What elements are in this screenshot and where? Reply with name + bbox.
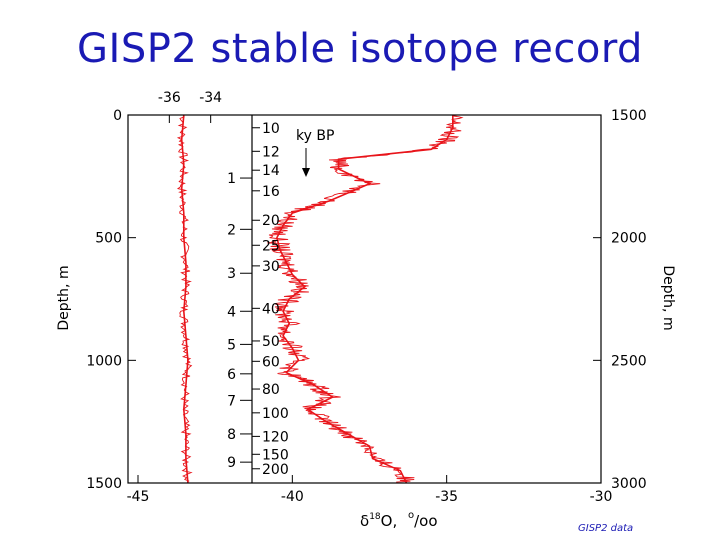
inner-right-tick-label: 50 bbox=[262, 334, 280, 350]
inner-right-tick-label: 12 bbox=[262, 144, 280, 160]
y-axis-right-label: Depth, m bbox=[660, 265, 676, 330]
chart-ticks: 0 500 1000 1500 1500 2000 2500 3000 -45 -40 -35 -30… bbox=[86, 90, 646, 505]
y-axis-left-label: Depth, m bbox=[56, 265, 72, 330]
source-note: GISP2 data bbox=[578, 523, 634, 534]
inner-left-tick-label: 8 bbox=[227, 427, 236, 443]
inner-right-tick-label: 25 bbox=[262, 238, 280, 254]
inner-right-tick-label: 16 bbox=[262, 184, 280, 200]
x-bottom-tick-label: -45 bbox=[127, 489, 150, 505]
ky-bp-arrow-label: ky BP bbox=[296, 128, 334, 144]
y-left-tick-label: 1000 bbox=[86, 353, 122, 369]
holocene-series-line bbox=[180, 114, 189, 484]
x-top-tick-label: -34 bbox=[199, 90, 222, 106]
inner-left-tick-label: 4 bbox=[227, 304, 236, 320]
y-left-tick-label: 1500 bbox=[86, 476, 122, 492]
chart-series bbox=[176, 114, 464, 484]
inner-right-tick-label: 20 bbox=[262, 213, 280, 229]
inner-left-tick-label: 7 bbox=[227, 393, 236, 409]
y-right-tick-label: 1500 bbox=[611, 108, 647, 124]
slide-title: GISP2 stable isotope record bbox=[77, 26, 643, 72]
y-left-tick-label: 500 bbox=[95, 231, 122, 247]
glacial-series-detail bbox=[267, 114, 464, 483]
chart-frame bbox=[127, 114, 602, 484]
inner-right-tick-label: 14 bbox=[262, 163, 280, 179]
inner-right-tick-label: 10 bbox=[262, 121, 280, 137]
holocene-series-detail bbox=[176, 114, 193, 482]
y-right-tick-label: 2500 bbox=[611, 353, 647, 369]
inner-right-tick-label: 120 bbox=[262, 429, 289, 445]
inner-left-tick-label: 9 bbox=[227, 455, 236, 471]
inner-right-tick-label: 200 bbox=[262, 462, 289, 478]
inner-right-tick-label: 40 bbox=[262, 301, 280, 317]
inner-right-tick-label: 150 bbox=[262, 447, 289, 463]
x-bottom-tick-label: -30 bbox=[590, 489, 613, 505]
inner-left-tick-label: 1 bbox=[227, 171, 236, 187]
inner-left-tick-label: 2 bbox=[227, 222, 236, 238]
inner-left-tick-label: 6 bbox=[227, 367, 236, 383]
x-bottom-tick-label: -40 bbox=[281, 489, 304, 505]
svg-text:δ18O, o/oo: δ18O, o/oo bbox=[360, 510, 438, 530]
inner-left-tick-label: 3 bbox=[227, 266, 236, 282]
inner-left-tick-label: 5 bbox=[227, 337, 236, 353]
x-bottom-tick-label: -35 bbox=[435, 489, 458, 505]
plot-frame bbox=[127, 114, 602, 484]
y-left-tick-label: 0 bbox=[113, 108, 122, 124]
inner-right-tick-label: 60 bbox=[262, 354, 280, 370]
y-right-tick-label: 3000 bbox=[611, 476, 647, 492]
y-right-tick-label: 2000 bbox=[611, 231, 647, 247]
inner-right-tick-label: 80 bbox=[262, 382, 280, 398]
x-top-tick-label: -36 bbox=[158, 90, 181, 106]
x-axis-title: δ18O, o/oo bbox=[360, 510, 438, 530]
inner-right-tick-label: 30 bbox=[262, 259, 280, 275]
inner-right-tick-label: 100 bbox=[262, 406, 289, 422]
ky-bp-arrow-head bbox=[302, 168, 310, 177]
